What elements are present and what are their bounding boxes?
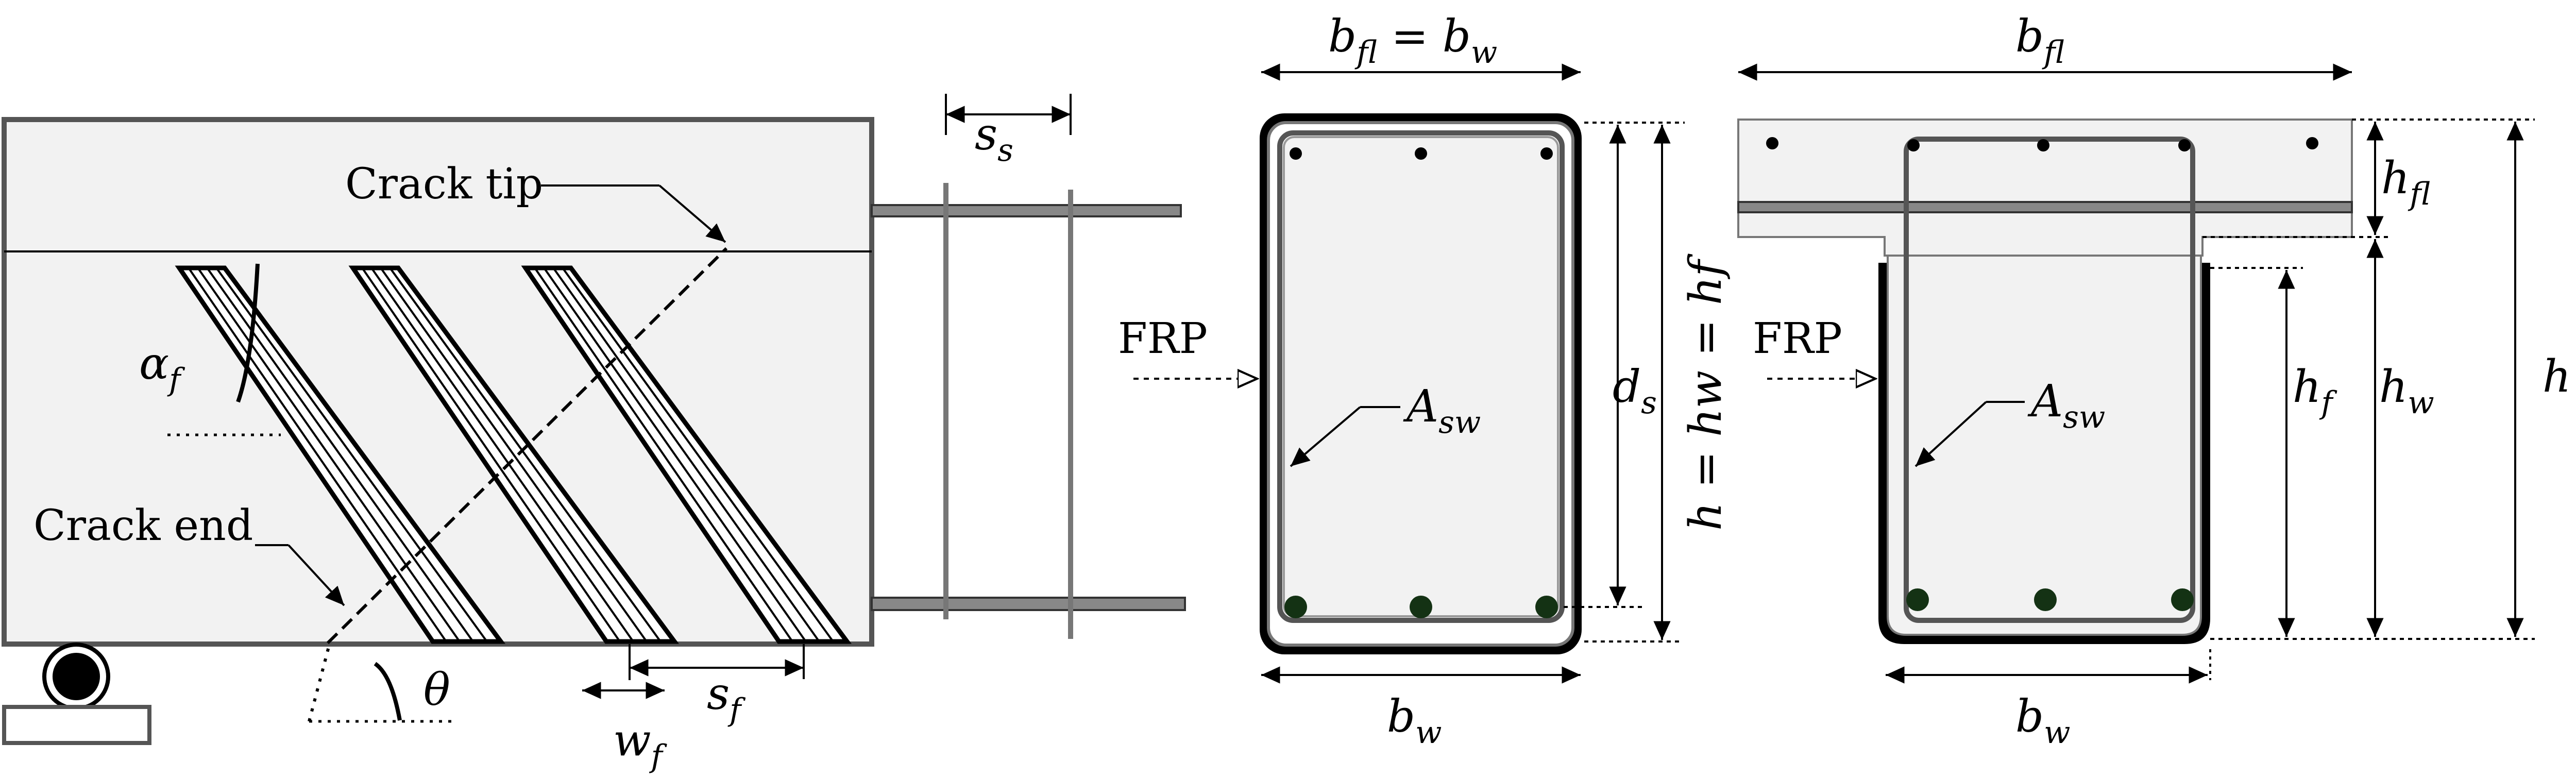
rect-ds-label: ds (1613, 361, 1657, 421)
rect-height-label: h = hw = hf (1680, 254, 1732, 531)
s-f-label: sf (707, 668, 746, 728)
crack-end-arrow (287, 544, 345, 606)
rect-bottom-width-label: bw (1387, 691, 1442, 751)
tee-flange-bar-2 (2306, 137, 2318, 149)
tee-h-label: h (2543, 351, 2571, 402)
rect-bottom-bar-1 (1284, 596, 1307, 618)
top-bar (871, 204, 1182, 217)
frp-strips (175, 265, 852, 644)
tee-web (1887, 255, 2202, 636)
rect-top-bar-3 (1540, 147, 1553, 160)
crack-tip-arrow (658, 184, 726, 243)
tee-bottom-bar-3 (2171, 588, 2194, 611)
bottom-bar (871, 597, 1186, 611)
crack-extension (308, 643, 331, 722)
tee-section: bfl bw Asw FRP hfl hf hw h (1737, 11, 2571, 751)
rect-top-bar-1 (1290, 147, 1302, 160)
tee-top-width-label: bfl (2015, 11, 2064, 71)
frp-strip-1 (175, 265, 505, 644)
tee-asw-label: Asw (2027, 376, 2105, 435)
rect-stirrup (1277, 130, 1565, 623)
tee-top-bar-3 (2178, 139, 2191, 151)
theta-arc (374, 662, 402, 721)
tee-flange-bar (1737, 201, 2353, 213)
tee-top-bar-1 (1907, 139, 1920, 151)
frp-strip-2 (348, 265, 679, 644)
tee-asw-arrow (1914, 401, 1987, 467)
tee-top-bar-2 (2037, 139, 2049, 151)
tee-hfl-label: hfl (2381, 153, 2430, 212)
rect-frp-label: FRP (1118, 314, 1208, 363)
tee-frp-label: FRP (1753, 314, 1842, 363)
crack-end-label: Crack end (33, 501, 253, 550)
beam-elevation: αf θ Crack tip Crack end wf sf (2, 117, 874, 774)
tee-hw-label: hw (2379, 361, 2434, 421)
tee-bottom-bar-1 (1906, 588, 1929, 611)
rect-bottom-bar-2 (1410, 596, 1432, 618)
frp-strip-3 (521, 265, 852, 644)
tee-bottom-width-label: bw (2015, 691, 2070, 751)
rect-asw-label: Asw (1403, 381, 1481, 441)
rect-bottom-bar-3 (1535, 596, 1558, 618)
tee-flange (1737, 119, 2353, 257)
alpha-arc (236, 263, 260, 403)
s-s-label: ss (975, 109, 1013, 168)
reinforcement-detail: ss (871, 94, 1186, 639)
tee-flange-bar-1 (1766, 137, 1778, 149)
roller-support (2, 643, 151, 745)
alpha-f-label: αf (139, 338, 185, 398)
rect-top-bar-2 (1415, 147, 1427, 160)
rect-asw-arrow (1290, 406, 1361, 467)
crack-tip-label: Crack tip (345, 160, 543, 209)
rect-section: bfl = bw bw Asw FRP ds h = hw = hf (1118, 11, 1732, 751)
theta-label: θ (423, 664, 450, 716)
crack-line (326, 247, 728, 645)
tee-bottom-bar-2 (2034, 588, 2057, 611)
w-f-label: wf (613, 715, 668, 774)
tee-stirrup (1904, 137, 2195, 623)
tee-hf-label: hf (2293, 361, 2337, 421)
rect-top-width-label: bfl = bw (1328, 11, 1497, 71)
